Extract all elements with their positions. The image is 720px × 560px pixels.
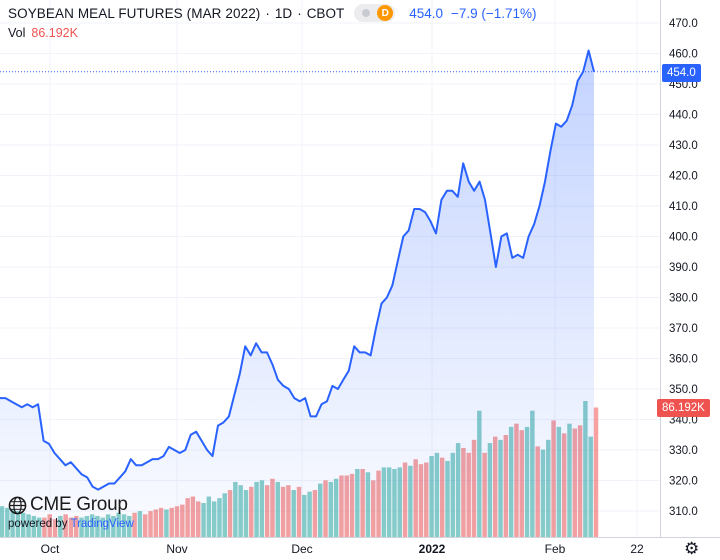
volume-value: 86.192K <box>31 26 78 40</box>
price-tick-label: 350.0 <box>669 384 698 396</box>
header-separator: · <box>265 5 270 21</box>
cme-logo-text: CME Group <box>30 494 128 515</box>
price-change: −7.9 (−1.71%) <box>451 5 537 21</box>
price-tick-label: 360.0 <box>669 354 698 366</box>
delayed-data-badge: D <box>377 5 394 21</box>
market-status-dot-icon <box>362 9 371 17</box>
price-tick-label: 470.0 <box>669 18 698 30</box>
time-tick-label: Oct <box>41 542 60 556</box>
interval-label: 1D <box>274 5 293 21</box>
session-status-pill[interactable]: D <box>354 4 396 22</box>
price-tick-label: 440.0 <box>669 110 698 122</box>
price-line <box>0 49 595 491</box>
tradingview-link[interactable]: TradingView <box>70 518 134 530</box>
time-axis: Oct Nov Dec 2022 Feb 22 <box>41 542 644 556</box>
price-area <box>0 50 594 537</box>
volume-bar <box>593 407 599 537</box>
price-tick-label: 320.0 <box>669 476 698 488</box>
price-tick-label: 330.0 <box>669 445 698 457</box>
last-price-tag: 454.0 <box>662 64 701 82</box>
price-axis: 470.0 460.0 450.0 440.0 430.0 420.0 410.0 400.0… <box>669 18 698 518</box>
price-tick-label: 390.0 <box>669 262 698 274</box>
price-tick-label: 310.0 <box>669 506 698 518</box>
header-separator: · <box>297 5 302 21</box>
price-tick-label: 380.0 <box>669 293 698 305</box>
price-tick-label: 450.0 <box>669 79 698 91</box>
cme-globe-icon <box>8 496 27 514</box>
price-tick-label: 420.0 <box>669 171 698 183</box>
price-tick-label: 410.0 <box>669 201 698 213</box>
symbol-header[interactable]: SOYBEAN MEAL FUTURES (MAR 2022) · 1D · C… <box>8 4 537 22</box>
exchange-label: CBOT <box>306 5 345 21</box>
last-price: 454.0 <box>409 5 443 21</box>
price-tick-label: 460.0 <box>669 49 698 61</box>
volume-price-tag: 86.192K <box>657 399 710 417</box>
time-tick-label: 2022 <box>419 542 446 556</box>
time-tick-label: Feb <box>545 542 566 556</box>
gear-icon[interactable]: ⚙ <box>684 539 700 558</box>
price-tick-label: 400.0 <box>669 232 698 244</box>
cme-group-logo[interactable]: CME Group powered by TradingView <box>8 494 134 530</box>
powered-by-text: powered by <box>8 518 68 530</box>
volume-legend[interactable]: Vol 86.192K <box>8 26 78 40</box>
symbol-title: SOYBEAN MEAL FUTURES (MAR 2022) <box>8 5 261 21</box>
price-tick-label: 340.0 <box>669 415 698 427</box>
price-line-group <box>0 49 660 491</box>
time-tick-label: 22 <box>630 542 644 556</box>
time-tick-label: Dec <box>291 542 312 556</box>
price-area-fill <box>0 50 594 537</box>
time-tick-label: Nov <box>166 542 187 556</box>
price-tick-label: 370.0 <box>669 323 698 335</box>
price-tick-label: 430.0 <box>669 140 698 152</box>
volume-label: Vol <box>8 26 26 40</box>
